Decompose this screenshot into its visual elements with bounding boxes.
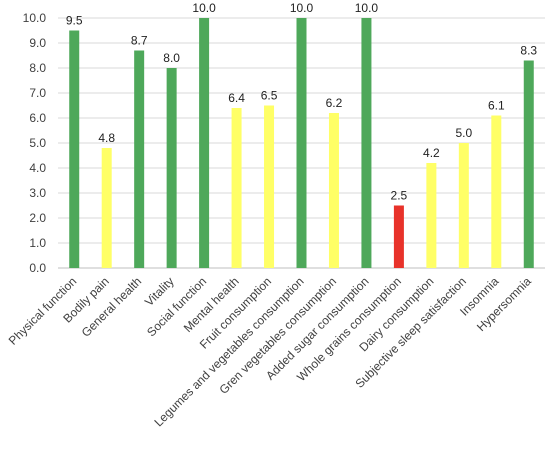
bar <box>69 30 80 268</box>
y-tick-label: 3.0 <box>29 186 46 200</box>
y-tick-label: 5.0 <box>29 136 46 150</box>
data-label: 5.0 <box>455 126 472 140</box>
data-labels: 9.5 4.8 8.7 8.0 10.0 6.4 6.5 10.0 6.2 10.0 2.5 4.2 5… <box>66 1 538 203</box>
bar <box>491 115 502 268</box>
bars <box>69 18 534 268</box>
data-label: 8.7 <box>131 34 148 48</box>
bar <box>328 113 339 268</box>
bar <box>231 108 242 268</box>
data-label: 9.5 <box>66 14 83 28</box>
bar <box>523 60 534 268</box>
y-tick-label: 2.0 <box>29 211 46 225</box>
bar <box>199 18 210 268</box>
bar <box>393 205 404 268</box>
data-label: 6.5 <box>261 89 278 103</box>
data-label: 2.5 <box>391 189 408 203</box>
data-label: 6.2 <box>326 96 343 110</box>
bar <box>166 68 177 268</box>
y-tick-label: 7.0 <box>29 86 46 100</box>
bar <box>458 143 469 268</box>
bar <box>361 18 372 268</box>
y-axis-ticks: 0.0 1.0 2.0 3.0 4.0 5.0 6.0 7.0 8.0 9.0 10.0 <box>23 11 47 275</box>
y-tick-label: 8.0 <box>29 61 46 75</box>
data-label: 10.0 <box>192 1 216 15</box>
bar <box>134 50 145 268</box>
bar <box>296 18 307 268</box>
y-tick-label: 6.0 <box>29 111 46 125</box>
data-label: 6.4 <box>228 91 245 105</box>
data-label: 4.8 <box>98 131 115 145</box>
bar <box>426 163 437 268</box>
y-tick-label: 1.0 <box>29 236 46 250</box>
data-label: 10.0 <box>355 1 379 15</box>
data-label: 8.3 <box>520 44 537 58</box>
bar <box>101 148 112 268</box>
bar <box>264 105 275 268</box>
data-label: 8.0 <box>163 51 180 65</box>
data-label: 6.1 <box>488 99 505 113</box>
y-tick-label: 10.0 <box>23 11 47 25</box>
data-label: 10.0 <box>290 1 314 15</box>
y-tick-label: 9.0 <box>29 36 46 50</box>
y-tick-label: 0.0 <box>29 261 46 275</box>
data-label: 4.2 <box>423 146 440 160</box>
y-tick-label: 4.0 <box>29 161 46 175</box>
